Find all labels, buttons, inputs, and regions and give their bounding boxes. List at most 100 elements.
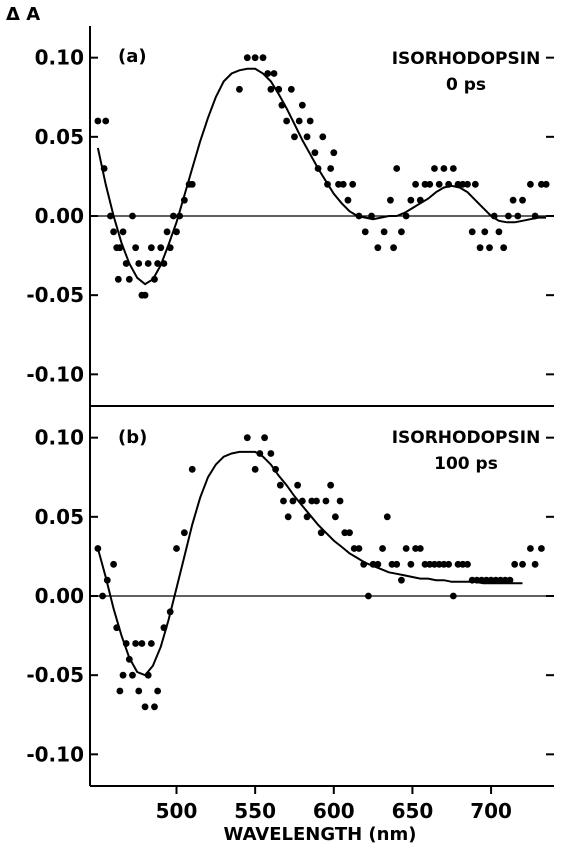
panel-b-y-tick-label: 0.00: [35, 584, 84, 608]
data-point: [486, 244, 493, 252]
data-point: [94, 545, 102, 552]
panel-b-subtitle: 100 ps: [434, 454, 498, 474]
data-point: [313, 497, 320, 505]
data-point: [519, 560, 526, 568]
data-point: [445, 180, 453, 188]
data-point: [454, 560, 462, 568]
data-point: [339, 180, 347, 188]
data-point: [119, 671, 127, 679]
data-point: [116, 687, 124, 695]
data-point: [319, 133, 327, 141]
data-point: [154, 260, 162, 267]
data-point: [500, 244, 508, 252]
data-point: [251, 54, 259, 62]
x-tick-label: 700: [470, 799, 512, 823]
data-point: [103, 576, 111, 584]
x-tick-label: 500: [156, 799, 198, 823]
data-point: [412, 180, 419, 188]
data-point: [349, 180, 357, 188]
data-point: [538, 545, 545, 552]
data-point: [144, 260, 152, 267]
data-point: [116, 244, 124, 252]
data-point: [251, 465, 259, 473]
data-point: [100, 165, 108, 172]
data-point: [264, 70, 272, 77]
data-point: [294, 481, 302, 489]
panel-b-y-tick-label: 0.10: [35, 426, 84, 450]
data-point: [449, 592, 457, 600]
panel-a-y-tick-label: -0.05: [26, 283, 84, 307]
data-point: [284, 513, 292, 521]
data-point: [426, 560, 434, 568]
data-point: [393, 165, 401, 172]
data-point: [110, 228, 117, 236]
panel-b-y-tick-label: -0.05: [26, 663, 84, 687]
data-point: [113, 624, 121, 632]
data-point: [331, 513, 339, 521]
data-point: [402, 212, 410, 220]
panel-a-fit-curve: [96, 67, 547, 286]
data-point: [256, 450, 264, 457]
data-point: [495, 228, 503, 236]
data-point: [298, 101, 306, 109]
data-point: [102, 117, 110, 125]
data-point: [473, 576, 481, 584]
panel-a-y-tick-label: -0.10: [26, 362, 84, 386]
data-point: [380, 228, 388, 236]
data-point: [147, 640, 155, 647]
data-point: [122, 260, 130, 267]
data-point: [188, 465, 196, 473]
panel-b: 0.10 0.05 0.00 -0.05 -0.10 500 550 600 650 700 (…: [26, 426, 554, 845]
data-point: [122, 640, 130, 647]
panel-a-y-tick-label: 0.00: [35, 204, 84, 228]
data-point: [160, 624, 168, 632]
data-point: [327, 165, 335, 172]
data-point: [449, 165, 457, 172]
panel-a-y-ticks: 0.10 0.05 0.00 -0.05 -0.10: [26, 46, 554, 386]
data-point: [132, 640, 140, 647]
data-point: [317, 529, 325, 537]
panel-a-label: (a): [118, 46, 147, 67]
data-point: [169, 212, 177, 220]
data-point: [298, 497, 306, 505]
panel-b-fit-curve: [96, 450, 523, 677]
data-point: [471, 180, 479, 188]
data-point: [276, 481, 284, 489]
data-point: [468, 228, 476, 236]
data-point: [387, 196, 394, 204]
data-point: [154, 687, 162, 695]
data-point: [157, 244, 165, 252]
data-point: [291, 133, 298, 141]
panel-b-title: ISORHODOPSIN: [392, 428, 541, 448]
data-point: [324, 180, 331, 188]
data-point: [336, 497, 344, 505]
data-point: [272, 465, 279, 473]
panel-b-label: (b): [118, 427, 147, 448]
x-tick-label: 550: [234, 799, 276, 823]
data-point: [341, 529, 349, 537]
panel-b-x-ticks: 500 550 600 650 700: [156, 786, 512, 823]
data-point: [374, 244, 382, 252]
data-point: [487, 576, 495, 584]
data-point: [509, 196, 517, 204]
data-point: [412, 545, 419, 552]
data-point: [478, 576, 486, 584]
data-point: [361, 228, 369, 236]
data-point: [398, 228, 405, 236]
data-point: [280, 497, 287, 505]
data-point: [459, 180, 467, 188]
data-point: [440, 560, 448, 568]
x-axis-label: WAVELENGTH (nm): [224, 824, 417, 845]
data-point: [335, 180, 342, 188]
chart-frame: [89, 26, 554, 787]
data-point: [160, 260, 168, 267]
data-point: [519, 196, 526, 204]
panel-b-y-tick-label: 0.05: [35, 505, 84, 529]
data-point: [481, 228, 489, 236]
data-point: [236, 85, 243, 93]
data-point: [141, 703, 149, 711]
data-point: [490, 212, 498, 220]
data-point: [497, 576, 504, 584]
data-point: [125, 275, 133, 283]
data-point: [267, 450, 275, 457]
